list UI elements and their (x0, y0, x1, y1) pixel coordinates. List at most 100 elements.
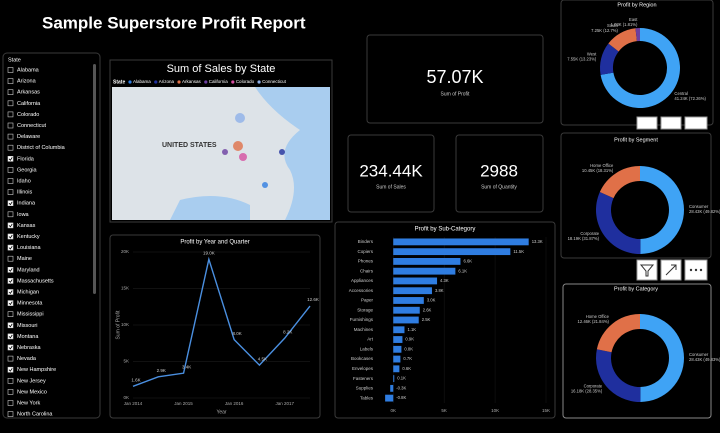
checkmark (8, 201, 13, 206)
data-label: 13.3K (532, 239, 543, 244)
x-tick-label: Jan 2016 (225, 401, 244, 406)
bar (393, 248, 511, 256)
legend-label: Arkansas (182, 79, 202, 84)
checkbox[interactable] (7, 300, 14, 306)
data-label: 4.3K (440, 278, 449, 283)
y-axis-title: Sum of Profit (115, 310, 121, 340)
slicer-item: Maine (17, 256, 32, 262)
segment-label: Home Office (590, 163, 614, 168)
x-tick-label: 5K (441, 408, 447, 413)
segment-value: 7.55K (13.23%) (567, 56, 597, 61)
scrollbar[interactable] (93, 64, 96, 294)
checkbox[interactable] (7, 389, 14, 395)
checkbox[interactable] (7, 144, 14, 151)
checkbox[interactable] (7, 111, 14, 118)
donut-segment (608, 28, 637, 52)
x-tick-label: 0K (391, 408, 397, 413)
card-label: Sum of Sales (376, 184, 406, 190)
card-value: 2988 (480, 161, 518, 180)
legend-label: Arizona (159, 79, 175, 84)
donut-segment (635, 28, 640, 42)
segment-label: Home Office (586, 314, 610, 319)
toolbar-button[interactable] (684, 116, 708, 130)
checkmark (8, 223, 13, 228)
x-tick-label: Jan 2014 (124, 401, 143, 406)
map-bubble (262, 182, 268, 188)
checkbox[interactable] (7, 344, 14, 351)
checkbox[interactable] (7, 133, 14, 140)
checkbox[interactable] (7, 222, 14, 229)
checkmark (8, 345, 13, 350)
chart-title: Profit by Category (614, 286, 658, 292)
slicer-item: Maryland (17, 267, 40, 273)
category-label: Supplies (356, 386, 374, 391)
checkbox[interactable] (7, 255, 14, 262)
donut-segment (640, 165, 685, 254)
checkbox[interactable] (7, 156, 14, 162)
data-label: 2.9K (157, 368, 166, 373)
filter-icon (639, 264, 655, 277)
x-tick-label: Jan 2017 (275, 401, 294, 406)
checkmark (8, 245, 13, 250)
slicer-item: Louisiana (17, 245, 41, 251)
checkbox[interactable] (7, 366, 14, 373)
checkbox[interactable] (7, 200, 14, 206)
checkbox[interactable] (7, 355, 14, 362)
checkbox[interactable] (7, 289, 14, 295)
donut-segment (599, 166, 640, 199)
toolbar-button[interactable] (660, 116, 682, 130)
slicer-item: New Hampshire (17, 367, 56, 373)
category-label: Art (367, 337, 374, 342)
checkbox[interactable] (7, 278, 14, 284)
checkbox[interactable] (7, 122, 14, 129)
checkbox[interactable] (7, 322, 14, 329)
slicer-item: Delaware (17, 134, 40, 140)
checkbox[interactable] (7, 189, 14, 195)
x-tick-label: Jan 2015 (174, 401, 193, 406)
checkbox[interactable] (7, 377, 14, 384)
checkbox[interactable] (7, 67, 14, 73)
line (132, 256, 311, 387)
chart-title: Profit by Region (617, 2, 656, 8)
map-bubble (279, 149, 285, 155)
checkbox[interactable] (7, 167, 14, 173)
checkbox[interactable] (7, 411, 14, 417)
checkbox[interactable] (7, 100, 14, 107)
data-label: 3.4K (182, 364, 191, 369)
checkbox[interactable] (7, 244, 14, 251)
checkbox[interactable] (7, 311, 14, 318)
legend-swatch (257, 80, 261, 84)
checkbox[interactable] (7, 211, 14, 218)
data-label: 4.5K (258, 356, 267, 361)
checkbox[interactable] (7, 333, 14, 340)
y-tick-label: 5K (123, 359, 129, 364)
checkbox[interactable] (7, 78, 14, 84)
data-label: 2.5K (422, 317, 431, 322)
checkbox[interactable] (7, 89, 14, 95)
filter-button[interactable] (636, 259, 658, 281)
checkmark (8, 334, 13, 339)
category-label: Furnishings (350, 317, 374, 322)
checkbox[interactable] (7, 266, 14, 273)
checkmark (8, 234, 13, 239)
card-value: 57.07K (426, 67, 483, 87)
card-label: Sum of Profit (441, 91, 471, 97)
x-axis-title: Year (216, 409, 226, 415)
checkbox[interactable] (7, 233, 14, 240)
segment-value: 1.03K (1.81%) (611, 22, 638, 27)
checkbox[interactable] (7, 400, 14, 406)
slicer-item: Missouri (17, 323, 37, 329)
data-label: 0.8K (404, 346, 413, 351)
legend-swatch (154, 80, 158, 84)
data-label: 6.1K (458, 268, 467, 273)
data-label: 2.6K (423, 307, 432, 312)
map-bubble (222, 149, 228, 155)
data-label: 1.1K (407, 327, 416, 332)
checkbox[interactable] (7, 178, 14, 184)
map-gulf (170, 196, 250, 220)
toolbar-button[interactable] (636, 116, 658, 130)
bar (393, 316, 419, 324)
segment-value: 28.43K (49.83%) (689, 357, 720, 362)
report-title: Sample Superstore Profit Report (42, 13, 306, 32)
map-bubble (235, 113, 245, 123)
